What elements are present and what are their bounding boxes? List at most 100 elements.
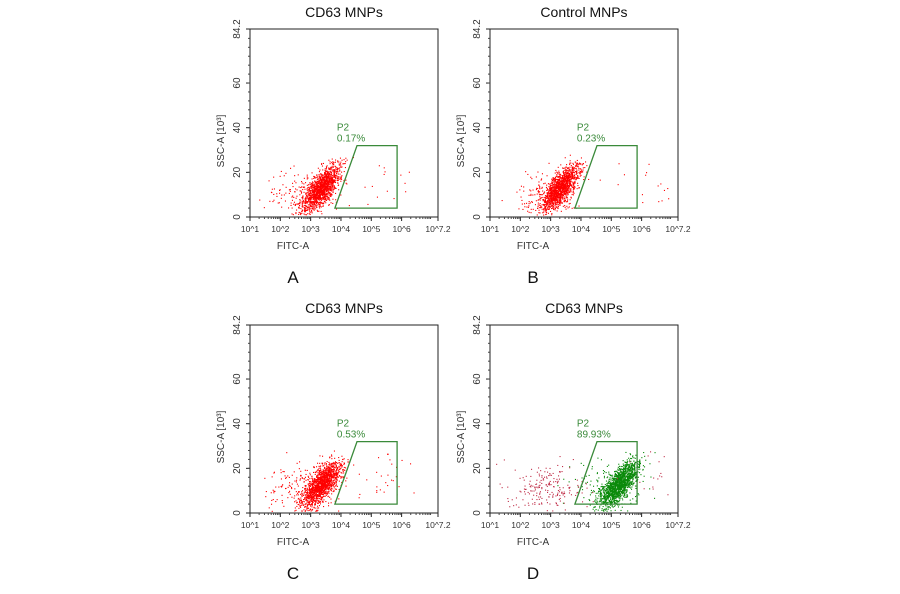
data-point bbox=[331, 469, 333, 471]
data-point bbox=[317, 210, 319, 212]
data-point bbox=[550, 196, 552, 198]
data-point bbox=[324, 176, 326, 178]
data-point bbox=[561, 182, 563, 184]
data-point bbox=[565, 189, 567, 191]
data-point bbox=[310, 199, 312, 201]
data-point bbox=[325, 481, 327, 483]
data-point bbox=[324, 478, 326, 480]
data-point bbox=[342, 469, 344, 471]
data-point bbox=[573, 207, 575, 209]
data-point bbox=[320, 488, 322, 490]
data-point bbox=[333, 173, 335, 175]
data-point bbox=[667, 188, 669, 190]
data-point bbox=[536, 187, 538, 189]
data-point bbox=[323, 187, 325, 189]
data-point bbox=[310, 505, 312, 507]
data-point bbox=[321, 186, 323, 188]
data-point bbox=[319, 487, 321, 489]
data-point bbox=[387, 453, 389, 455]
data-point bbox=[308, 193, 310, 195]
data-point bbox=[296, 479, 298, 481]
scatter-points bbox=[259, 157, 410, 216]
data-point bbox=[391, 479, 393, 481]
data-point bbox=[322, 495, 324, 497]
data-point bbox=[308, 192, 310, 194]
data-point bbox=[580, 170, 582, 172]
data-point bbox=[326, 170, 328, 172]
data-point bbox=[557, 195, 559, 197]
data-point bbox=[557, 202, 559, 204]
data-point bbox=[315, 183, 317, 185]
data-point bbox=[570, 165, 572, 167]
data-point bbox=[291, 196, 293, 198]
data-point bbox=[550, 206, 552, 208]
data-point bbox=[573, 181, 575, 183]
data-point bbox=[329, 167, 331, 169]
data-point bbox=[297, 485, 299, 487]
data-point bbox=[314, 490, 316, 492]
data-point bbox=[301, 181, 303, 183]
data-point bbox=[524, 203, 526, 205]
data-point bbox=[554, 202, 556, 204]
data-point bbox=[570, 191, 572, 193]
data-point bbox=[553, 194, 555, 196]
data-point bbox=[547, 206, 549, 208]
data-point bbox=[311, 197, 313, 199]
data-point bbox=[293, 497, 295, 499]
data-point bbox=[324, 485, 326, 487]
data-point bbox=[551, 179, 553, 181]
data-point bbox=[544, 195, 546, 197]
data-point bbox=[568, 185, 570, 187]
data-point bbox=[303, 191, 305, 193]
data-point bbox=[312, 487, 314, 489]
data-point bbox=[559, 194, 561, 196]
data-point bbox=[330, 178, 332, 180]
data-point bbox=[313, 497, 315, 499]
data-point bbox=[295, 500, 297, 502]
data-point bbox=[325, 173, 327, 175]
data-point bbox=[315, 485, 317, 487]
data-point bbox=[576, 177, 578, 179]
data-point bbox=[564, 169, 566, 171]
data-point bbox=[338, 161, 340, 163]
data-point bbox=[318, 498, 320, 500]
data-point bbox=[324, 472, 326, 474]
data-point bbox=[314, 500, 316, 502]
data-point bbox=[315, 479, 317, 481]
data-point bbox=[312, 508, 314, 510]
data-point bbox=[571, 172, 573, 174]
data-point bbox=[563, 172, 565, 174]
data-point bbox=[552, 198, 554, 200]
data-point bbox=[306, 494, 308, 496]
data-point bbox=[551, 201, 553, 203]
data-point bbox=[320, 188, 322, 190]
data-point bbox=[325, 470, 327, 472]
data-point bbox=[317, 488, 319, 490]
data-point bbox=[317, 487, 319, 489]
data-point bbox=[552, 195, 554, 197]
data-point bbox=[307, 207, 309, 209]
data-point bbox=[326, 475, 328, 477]
data-point bbox=[315, 196, 317, 198]
data-point bbox=[315, 471, 317, 473]
data-point bbox=[336, 469, 338, 471]
data-point bbox=[342, 163, 344, 165]
data-point bbox=[528, 211, 530, 213]
data-point bbox=[563, 175, 565, 177]
data-point bbox=[559, 201, 561, 203]
data-point bbox=[304, 211, 306, 213]
data-point bbox=[317, 181, 319, 183]
data-point bbox=[327, 197, 329, 199]
data-point bbox=[315, 482, 317, 484]
data-point bbox=[543, 204, 545, 206]
data-point bbox=[309, 494, 311, 496]
data-point bbox=[334, 474, 336, 476]
data-point bbox=[566, 178, 568, 180]
data-point bbox=[293, 203, 295, 205]
data-point bbox=[328, 177, 330, 179]
y-tick-label: 84.2 bbox=[232, 19, 243, 39]
data-point bbox=[336, 477, 338, 479]
data-point bbox=[315, 189, 317, 191]
data-point bbox=[306, 178, 308, 180]
data-point bbox=[301, 495, 303, 497]
